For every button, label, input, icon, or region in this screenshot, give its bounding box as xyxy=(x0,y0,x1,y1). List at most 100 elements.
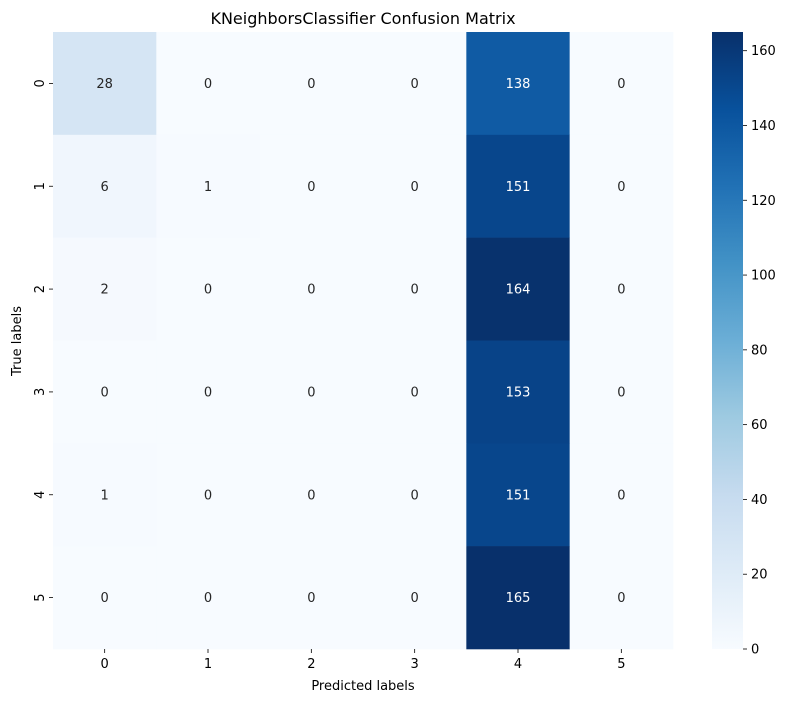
cell-value-label: 164 xyxy=(506,283,531,298)
cell-value-label: 151 xyxy=(506,488,531,503)
heatmap-cell xyxy=(466,237,570,341)
colorbar-tick-label: 60 xyxy=(751,418,768,433)
x-tick-label: 3 xyxy=(411,657,419,672)
chart-title: KNeighborsClassifier Confusion Matrix xyxy=(210,9,515,28)
heatmap-cell xyxy=(569,340,674,444)
colorbar-tick-label: 40 xyxy=(751,493,768,508)
heatmap-cell xyxy=(156,32,260,136)
cell-value-label: 0 xyxy=(307,77,315,92)
heatmap-cell xyxy=(156,546,260,650)
cell-value-label: 165 xyxy=(506,591,531,606)
cell-value-label: 0 xyxy=(617,77,625,92)
cell-value-label: 0 xyxy=(307,385,315,400)
heatmap-cell xyxy=(53,32,157,136)
cell-value-label: 1 xyxy=(204,180,212,195)
cell-value-label: 153 xyxy=(506,385,531,400)
heatmap-cell xyxy=(569,546,674,650)
cell-value-label: 0 xyxy=(411,77,419,92)
heatmap-cell-labels: 28 0 0 0 138 0 6 1 0 0 151 0 2 0 0 0 164 0 0 0 0 0 153 0 1 0 0 0 151… xyxy=(96,77,625,606)
cell-value-label: 0 xyxy=(307,180,315,195)
cell-value-label: 0 xyxy=(204,77,212,92)
heatmap-cell xyxy=(466,134,570,238)
heatmap-cell xyxy=(259,546,364,650)
heatmap-cell xyxy=(363,237,467,341)
heatmap-cell xyxy=(53,237,157,341)
cell-value-label: 151 xyxy=(506,180,531,195)
colorbar-tick-label: 20 xyxy=(751,568,768,583)
cell-value-label: 138 xyxy=(506,77,531,92)
cell-value-label: 0 xyxy=(204,283,212,298)
x-tick-label: 0 xyxy=(101,657,109,672)
heatmap-cell xyxy=(466,546,570,650)
heatmap-cell xyxy=(259,134,364,238)
heatmap-cell xyxy=(569,443,674,547)
cell-value-label: 1 xyxy=(101,488,109,503)
y-axis-label: True labels xyxy=(10,306,25,377)
heatmap-cell xyxy=(466,340,570,444)
heatmap-cell xyxy=(363,443,467,547)
heatmap-cell xyxy=(363,134,467,238)
colorbar-tick-label: 160 xyxy=(751,44,776,59)
cell-value-label: 0 xyxy=(617,488,625,503)
heatmap-cell xyxy=(259,443,364,547)
y-tick-label: 5 xyxy=(33,593,48,601)
cell-value-label: 0 xyxy=(411,180,419,195)
heatmap-cell xyxy=(259,237,364,341)
cell-value-label: 0 xyxy=(204,488,212,503)
cell-value-label: 0 xyxy=(101,591,109,606)
x-tick-label: 4 xyxy=(514,657,522,672)
heatmap-cell xyxy=(53,340,157,444)
heatmap-cell xyxy=(569,32,674,136)
heatmap-cell xyxy=(466,443,570,547)
colorbar xyxy=(712,32,743,649)
cell-value-label: 0 xyxy=(617,283,625,298)
colorbar-tick-label: 140 xyxy=(751,119,776,134)
cell-value-label: 0 xyxy=(101,385,109,400)
heatmap-cell xyxy=(156,443,260,547)
heatmap-cells xyxy=(53,32,674,650)
cell-value-label: 0 xyxy=(617,385,625,400)
colorbar-ticks: 0 20 40 60 80 100 120 140 160 xyxy=(743,44,776,658)
heatmap-cell xyxy=(363,32,467,136)
cell-value-label: 0 xyxy=(411,283,419,298)
cell-value-label: 0 xyxy=(307,488,315,503)
cell-value-label: 2 xyxy=(101,283,109,298)
heatmap-cell xyxy=(363,340,467,444)
cell-value-label: 0 xyxy=(411,591,419,606)
cell-value-label: 0 xyxy=(204,591,212,606)
y-tick-label: 1 xyxy=(33,182,48,190)
colorbar-tick-label: 120 xyxy=(751,194,776,209)
y-tick-label: 0 xyxy=(33,79,48,87)
heatmap-cell xyxy=(53,546,157,650)
cell-value-label: 0 xyxy=(204,385,212,400)
y-tick-label: 4 xyxy=(33,491,48,499)
cell-value-label: 0 xyxy=(307,591,315,606)
cell-value-label: 6 xyxy=(101,180,109,195)
heatmap-cell xyxy=(53,443,157,547)
y-axis-ticks: 0 1 2 3 4 5 xyxy=(33,79,53,602)
heatmap-cell xyxy=(259,32,364,136)
x-axis-label: Predicted labels xyxy=(311,679,415,694)
x-axis-ticks: 0 1 2 3 4 5 xyxy=(101,649,625,672)
heatmap-cell xyxy=(156,237,260,341)
cell-value-label: 0 xyxy=(617,591,625,606)
cell-value-label: 0 xyxy=(411,385,419,400)
colorbar-tick-label: 0 xyxy=(751,643,759,658)
heatmap-cell xyxy=(363,546,467,650)
heatmap-cell xyxy=(569,237,674,341)
y-tick-label: 2 xyxy=(33,285,48,293)
colorbar-tick-label: 80 xyxy=(751,343,768,358)
x-tick-label: 1 xyxy=(204,657,212,672)
x-tick-label: 5 xyxy=(617,657,625,672)
cell-value-label: 0 xyxy=(617,180,625,195)
heatmap-cell xyxy=(569,134,674,238)
heatmap-cell xyxy=(466,32,570,136)
cell-value-label: 0 xyxy=(307,283,315,298)
colorbar-tick-label: 100 xyxy=(751,269,776,284)
x-tick-label: 2 xyxy=(307,657,315,672)
heatmap-cell xyxy=(259,340,364,444)
heatmap-cell xyxy=(53,134,157,238)
heatmap-cell xyxy=(156,134,260,238)
